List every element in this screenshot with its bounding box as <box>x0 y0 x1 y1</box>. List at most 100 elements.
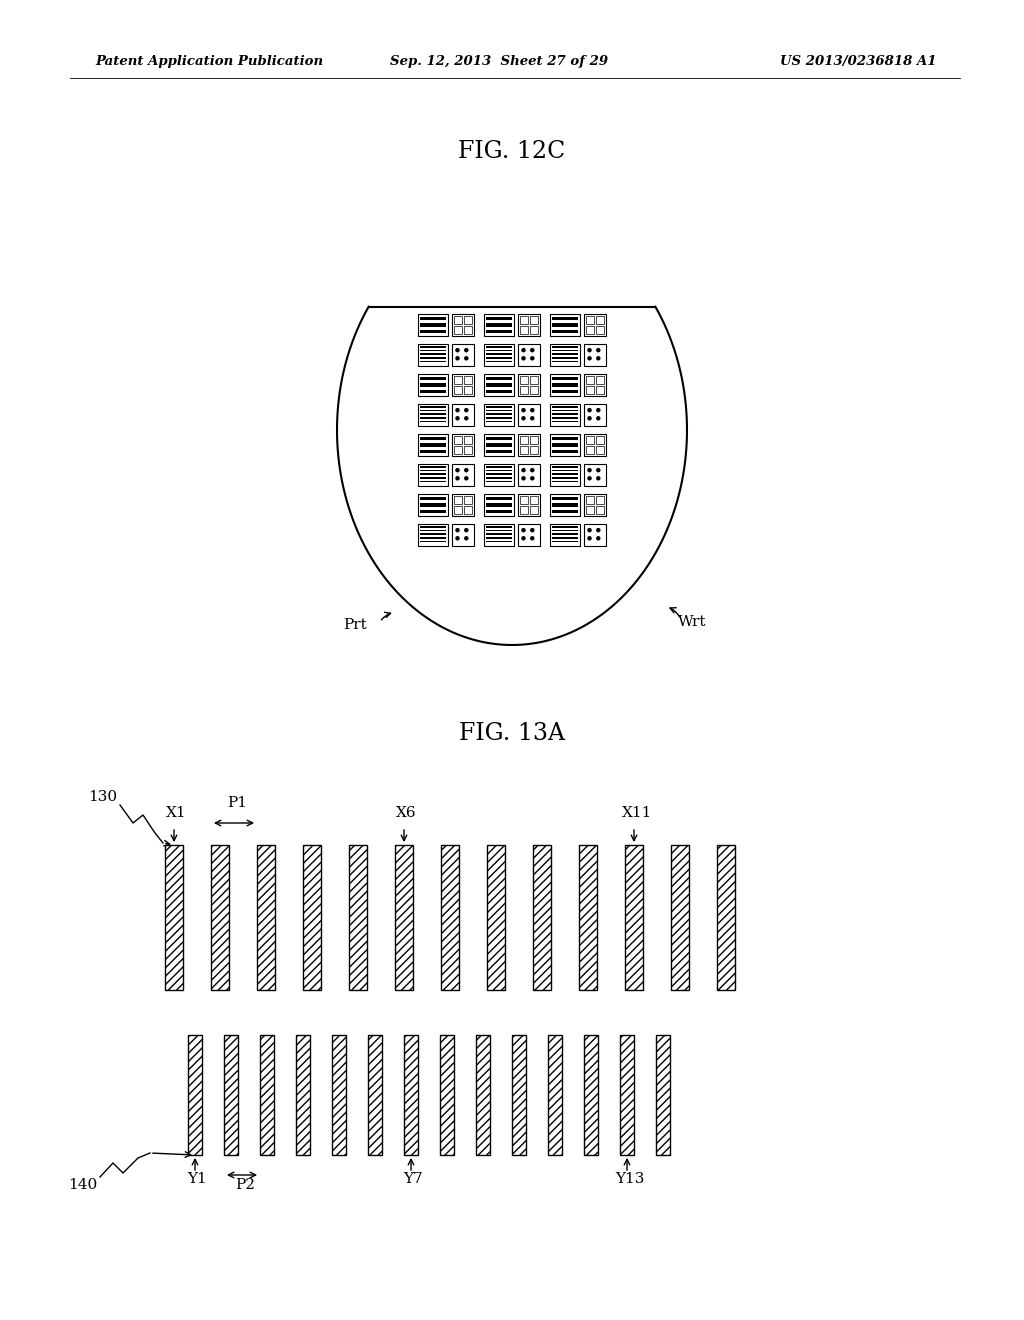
Bar <box>486 474 512 475</box>
Circle shape <box>530 348 534 351</box>
Bar <box>464 506 472 513</box>
Circle shape <box>456 477 459 480</box>
Bar <box>625 845 643 990</box>
Bar <box>421 354 445 355</box>
Bar <box>486 356 512 359</box>
Bar <box>486 413 512 414</box>
Bar <box>421 525 445 528</box>
Bar <box>534 845 551 990</box>
Bar <box>418 494 449 516</box>
Bar <box>421 503 445 507</box>
Circle shape <box>456 409 459 412</box>
Bar <box>452 314 474 337</box>
Bar <box>518 374 540 396</box>
Bar <box>418 465 449 486</box>
Bar <box>486 317 512 321</box>
Text: Y13: Y13 <box>615 1172 644 1185</box>
Bar <box>421 421 445 422</box>
Circle shape <box>597 537 600 540</box>
Bar <box>421 383 445 387</box>
Bar <box>671 845 689 990</box>
Bar <box>552 503 578 507</box>
Bar <box>349 845 367 990</box>
Bar <box>552 466 578 467</box>
Text: X11: X11 <box>622 807 652 820</box>
Bar <box>421 350 445 351</box>
Bar <box>452 524 474 546</box>
Bar <box>404 1035 418 1155</box>
Circle shape <box>530 528 534 532</box>
Bar <box>486 417 512 418</box>
Bar <box>421 405 445 408</box>
Text: X1: X1 <box>166 807 186 820</box>
Bar <box>548 1035 562 1155</box>
Bar <box>486 503 512 507</box>
Circle shape <box>522 537 525 540</box>
Bar <box>552 537 578 539</box>
Bar <box>518 404 540 426</box>
Circle shape <box>597 348 600 351</box>
Bar <box>486 360 512 363</box>
Bar <box>464 446 472 454</box>
Bar <box>552 346 578 347</box>
Bar <box>421 323 445 326</box>
Circle shape <box>597 477 600 480</box>
Bar <box>552 360 578 363</box>
Bar <box>550 465 580 486</box>
Bar <box>487 845 505 990</box>
Bar <box>552 470 578 471</box>
Circle shape <box>588 528 591 532</box>
Circle shape <box>588 477 591 480</box>
Bar <box>518 524 540 546</box>
Circle shape <box>530 409 534 412</box>
Bar <box>486 350 512 351</box>
Bar <box>452 494 474 516</box>
Circle shape <box>465 528 468 532</box>
Bar <box>486 330 512 333</box>
Bar <box>530 317 538 323</box>
Bar <box>596 385 604 393</box>
Bar <box>484 345 514 366</box>
Circle shape <box>456 537 459 540</box>
Bar <box>520 496 528 504</box>
Circle shape <box>465 477 468 480</box>
Bar <box>484 314 514 337</box>
Bar <box>303 845 321 990</box>
Circle shape <box>530 469 534 471</box>
Bar <box>530 326 538 334</box>
Circle shape <box>456 469 459 471</box>
Circle shape <box>588 409 591 412</box>
Bar <box>484 434 514 455</box>
Bar <box>552 417 578 418</box>
Text: FIG. 13A: FIG. 13A <box>459 722 565 744</box>
Bar <box>520 385 528 393</box>
Bar <box>552 474 578 475</box>
Bar <box>486 444 512 446</box>
Bar <box>486 498 512 500</box>
Bar <box>486 537 512 539</box>
Text: FIG. 12C: FIG. 12C <box>459 140 565 164</box>
Bar <box>552 510 578 512</box>
Bar <box>518 494 540 516</box>
Bar <box>518 345 540 366</box>
Bar <box>486 533 512 535</box>
Bar <box>211 845 229 990</box>
Bar <box>552 405 578 408</box>
Bar <box>512 1035 526 1155</box>
Bar <box>464 317 472 323</box>
Bar <box>552 450 578 453</box>
Bar <box>550 524 580 546</box>
Circle shape <box>465 356 468 360</box>
Text: X6: X6 <box>396 807 417 820</box>
Circle shape <box>530 477 534 480</box>
Bar <box>452 404 474 426</box>
Bar <box>550 404 580 426</box>
Bar <box>486 437 512 441</box>
Bar <box>421 437 445 441</box>
Circle shape <box>522 409 525 412</box>
Bar <box>484 404 514 426</box>
Text: P2: P2 <box>234 1177 255 1192</box>
Bar <box>520 436 528 444</box>
Bar <box>584 404 606 426</box>
Bar <box>421 529 445 531</box>
